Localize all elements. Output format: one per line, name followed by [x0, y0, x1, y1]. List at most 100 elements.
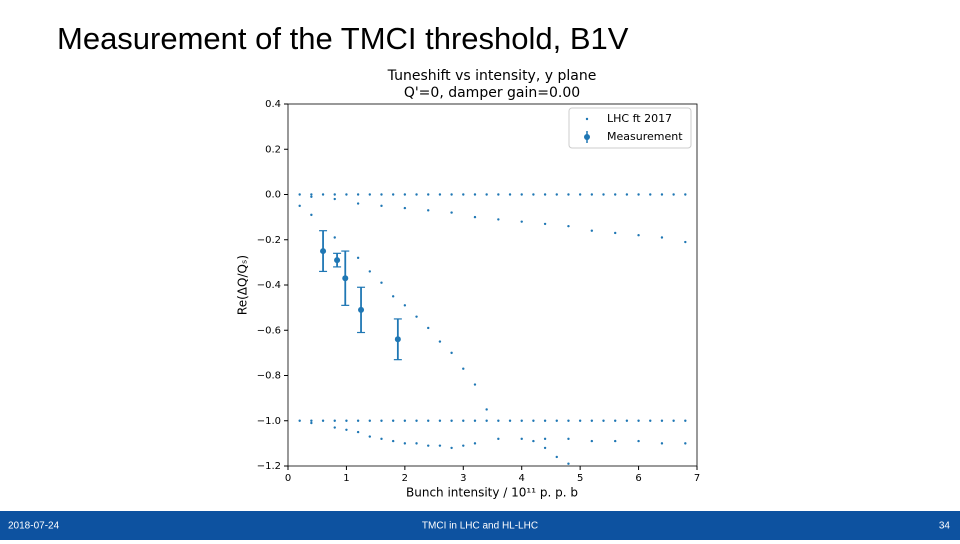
page-number: 34	[939, 521, 951, 532]
scatter-point	[684, 240, 687, 244]
scatter-point	[450, 351, 453, 355]
x-tick-label: 1	[343, 473, 349, 484]
scatter-point	[649, 419, 652, 422]
scatter-point	[380, 419, 383, 422]
x-tick-label: 0	[285, 473, 291, 484]
scatter-point	[543, 222, 547, 226]
scatter-point	[473, 383, 477, 386]
scatter-point	[614, 419, 617, 422]
scatter-point	[660, 442, 664, 445]
scatter-point	[403, 206, 407, 210]
scatter-point	[391, 419, 395, 422]
scatter-point	[497, 419, 500, 422]
scatter-point	[473, 193, 477, 196]
scatter-point	[333, 197, 336, 201]
scatter-point	[356, 202, 360, 205]
scatter-point	[543, 193, 547, 196]
scatter-point	[485, 193, 488, 196]
scatter-point	[543, 446, 547, 450]
scatter-point	[462, 444, 465, 447]
scatter-point	[578, 193, 582, 196]
scatter-point	[438, 444, 442, 447]
scatter-point	[356, 256, 360, 260]
y-tick-label: −1.0	[257, 416, 281, 427]
chart-title: Tuneshift vs intensity, y plane	[387, 68, 597, 84]
scatter-point	[660, 419, 664, 422]
scatter-point	[684, 193, 687, 196]
x-tick-label: 7	[694, 473, 700, 484]
scatter-point	[333, 426, 336, 429]
scatter-point	[520, 193, 523, 196]
scatter-point	[637, 193, 640, 196]
scatter-point	[614, 193, 617, 196]
scatter-point	[532, 193, 535, 196]
scatter-point	[345, 193, 348, 196]
x-tick-label: 5	[577, 473, 583, 484]
y-axis-label: Re(ΔQ/Qₛ)	[236, 255, 250, 315]
scatter-point	[567, 462, 570, 465]
scatter-point	[567, 419, 570, 422]
scatter-point	[356, 419, 360, 422]
scatter-point	[672, 419, 675, 422]
scatter-point	[298, 204, 301, 208]
scatter-point	[345, 428, 348, 431]
footer-text: TMCI in LHC and HL-LHC	[422, 521, 538, 532]
scatter-point	[672, 193, 675, 196]
chart-subtitle: Q'=0, damper gain=0.00	[404, 85, 580, 101]
scatter-point	[590, 419, 594, 422]
legend-swatch	[584, 134, 590, 140]
scatter-point	[415, 442, 418, 445]
x-axis-label: Bunch intensity / 10¹¹ p. p. b	[406, 486, 578, 500]
scatter-point	[637, 419, 640, 422]
scatter-point	[403, 304, 407, 307]
scatter-point	[497, 218, 500, 221]
scatter-point	[473, 419, 477, 422]
scatter-point	[590, 193, 594, 196]
x-tick-label: 4	[519, 473, 525, 484]
scatter-point	[497, 193, 500, 196]
legend-label: Measurement	[607, 130, 683, 143]
measurement-point	[320, 248, 327, 255]
scatter-point	[462, 193, 465, 196]
scatter-point	[450, 211, 453, 214]
measurement-point	[334, 257, 341, 264]
scatter-point	[473, 442, 477, 445]
scatter-point	[310, 419, 313, 422]
scatter-point	[485, 419, 488, 422]
scatter-point	[438, 419, 442, 422]
scatter-point	[497, 437, 500, 441]
x-tick-label: 2	[402, 473, 408, 484]
footer-bar	[0, 511, 960, 540]
scatter-point	[321, 419, 325, 422]
scatter-point	[333, 193, 336, 196]
legend-swatch	[585, 117, 589, 121]
scatter-point	[391, 439, 395, 443]
scatter-point	[508, 419, 512, 422]
measurement-point	[358, 306, 365, 313]
scatter-point	[310, 195, 313, 198]
scatter-point	[368, 193, 371, 196]
scatter-point	[637, 439, 640, 443]
scatter-point	[345, 419, 348, 422]
scatter-point	[532, 439, 535, 443]
scatter-point	[427, 193, 430, 196]
scatter-point	[391, 193, 395, 196]
y-tick-label: −0.6	[257, 325, 281, 336]
scatter-point	[684, 442, 687, 445]
scatter-point	[473, 215, 477, 219]
scatter-point	[298, 419, 301, 422]
scatter-point	[649, 193, 652, 196]
scatter-point	[614, 231, 617, 235]
y-tick-label: −1.2	[257, 461, 281, 472]
scatter-point	[380, 281, 383, 284]
scatter-point	[368, 435, 371, 438]
scatter-point	[462, 367, 465, 370]
y-tick-label: 0.0	[265, 190, 281, 201]
y-tick-label: −0.8	[257, 371, 281, 382]
scatter-point	[684, 419, 687, 422]
scatter-point	[590, 439, 594, 443]
scatter-point	[567, 224, 570, 228]
scatter-point	[438, 193, 442, 196]
